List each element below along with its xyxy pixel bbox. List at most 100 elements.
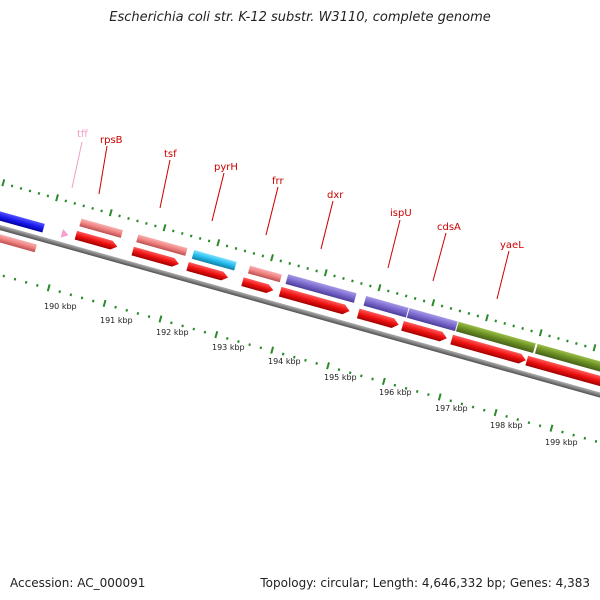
ruler-tick xyxy=(449,399,453,403)
outer-tick xyxy=(315,269,318,273)
ruler-label-191: 191 kbp xyxy=(100,316,133,325)
callout-pyrH xyxy=(211,172,225,222)
ruler-tick xyxy=(482,408,486,412)
outer-tick xyxy=(136,219,139,223)
feature-ispU-cds xyxy=(356,308,399,328)
outer-tick xyxy=(297,264,300,268)
gene-label-dxr: dxr xyxy=(327,190,344,201)
outer-tick xyxy=(494,319,498,323)
ruler-tick xyxy=(91,299,95,303)
ruler-tick xyxy=(304,358,307,362)
outer-tick xyxy=(82,204,86,208)
outer-tick xyxy=(145,221,148,225)
outer-tick xyxy=(73,201,77,205)
ruler-tick xyxy=(415,389,419,393)
ruler-tick xyxy=(237,340,240,344)
outer-tick xyxy=(243,249,247,253)
callout-tff xyxy=(71,141,83,189)
outer-tick xyxy=(234,246,238,250)
outer-tick xyxy=(503,322,507,325)
ruler-tick xyxy=(337,368,341,372)
gene-label-tff: tff xyxy=(77,129,89,140)
gene-label-rpsB: rpsB xyxy=(100,135,123,146)
ruler-labels: 190 kbp 191 kbp 192 kbp 193 kbp 194 kbp … xyxy=(44,302,578,447)
ruler-label-190: 190 kbp xyxy=(44,302,77,311)
outer-tick xyxy=(189,234,193,238)
ruler-tick xyxy=(259,346,263,350)
ruler-tick xyxy=(427,393,430,397)
outer-tick xyxy=(592,344,597,352)
ruler-tick xyxy=(561,430,564,434)
ruler-tick xyxy=(125,308,129,312)
ruler-label-196: 196 kbp xyxy=(379,388,412,397)
ruler-tick xyxy=(437,393,442,401)
outer-tick xyxy=(261,254,265,258)
outer-tick xyxy=(270,254,274,262)
outer-tick xyxy=(395,292,399,295)
ruler-tick xyxy=(102,299,107,308)
outer-tick xyxy=(538,329,543,337)
gene-label-ispU: ispU xyxy=(390,208,412,219)
ruler-tick xyxy=(315,361,318,365)
accession-text: Accession: AC_000091 xyxy=(10,576,146,590)
outer-tick xyxy=(180,231,184,235)
feature-tff-arrow xyxy=(60,228,69,238)
feature-frr-rna xyxy=(247,265,282,283)
outer-tick xyxy=(386,289,390,293)
callout-ispU xyxy=(387,219,401,269)
callout-cdsA xyxy=(432,232,447,282)
feature-pyrH-cds xyxy=(186,262,229,281)
outer-tick xyxy=(127,216,130,220)
ruler-tick xyxy=(381,377,386,386)
ruler-tick xyxy=(460,402,464,406)
outer-tick xyxy=(252,251,256,255)
ruler-tick xyxy=(516,418,520,422)
feature-rpsB-cds xyxy=(74,230,118,250)
gene-label-yaeL: yaeL xyxy=(500,240,524,251)
outer-tick xyxy=(566,339,569,343)
ruler-tick xyxy=(594,439,598,443)
ruler-tick xyxy=(572,433,575,437)
outer-tick xyxy=(404,294,408,298)
ruler-tick xyxy=(281,352,285,356)
outer-tick xyxy=(55,194,59,202)
ruler-label-198: 198 kbp xyxy=(490,421,523,430)
outer-tick xyxy=(413,297,417,300)
callout-dxr xyxy=(320,200,334,250)
outer-tick xyxy=(46,194,50,198)
ruler-tick xyxy=(404,386,408,390)
ruler-label-194: 194 kbp xyxy=(268,357,301,366)
map-title: Escherichia coli str. K-12 substr. W3110… xyxy=(109,10,491,25)
ruler-tick xyxy=(326,362,330,370)
feature-rpsB-rna xyxy=(79,218,123,238)
outer-tick-ring xyxy=(1,179,597,352)
feature-ispU xyxy=(363,295,409,318)
feature-yaeL-2 xyxy=(534,343,600,378)
ruler-tick xyxy=(203,330,207,334)
feature-frr-cds xyxy=(241,277,274,294)
ruler-label-197: 197 kbp xyxy=(435,404,468,413)
feature-dxr xyxy=(285,274,357,303)
outer-tick xyxy=(422,299,426,303)
outer-tick xyxy=(198,236,202,240)
outer-tick xyxy=(37,191,41,195)
outer-tick xyxy=(288,261,292,265)
outer-tick xyxy=(476,314,480,318)
feature-cds-right xyxy=(525,355,600,392)
ruler-tick xyxy=(549,424,554,432)
gene-labels: tff rpsB tsf pyrH frr dxr ispU cdsA yaeL xyxy=(71,129,524,300)
outer-tick xyxy=(431,299,436,307)
outer-tick xyxy=(512,324,515,328)
feature-tsf-rna xyxy=(136,234,188,256)
outer-tick xyxy=(306,267,309,270)
outer-tick xyxy=(333,274,336,278)
outer-tick xyxy=(216,239,221,247)
outer-tick xyxy=(440,304,444,308)
outer-tick xyxy=(207,239,211,243)
ruler-tick xyxy=(13,277,17,281)
outer-tick xyxy=(584,344,587,348)
outer-tick xyxy=(467,312,471,315)
ruler-tick xyxy=(214,330,219,339)
ruler-tick xyxy=(192,327,196,331)
